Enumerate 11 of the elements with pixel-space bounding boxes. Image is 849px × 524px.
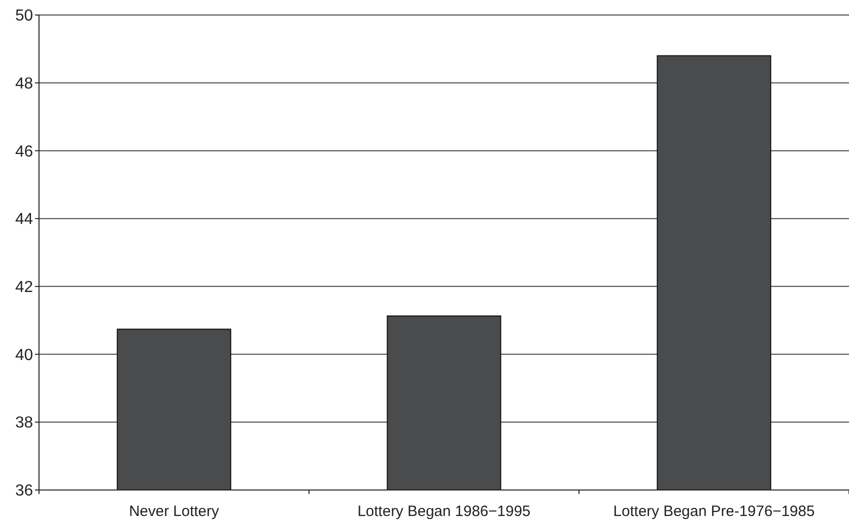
y-tick-label: 38 bbox=[15, 414, 34, 432]
x-tick-label: Never Lottery bbox=[128, 503, 220, 520]
y-tick-label: 36 bbox=[15, 482, 34, 500]
y-tick-label: 40 bbox=[15, 346, 34, 364]
y-tick-label: 48 bbox=[15, 75, 34, 92]
y-tick-label: 46 bbox=[15, 143, 34, 160]
x-tick-label: Lottery Began Pre-1976−1985 bbox=[613, 503, 815, 520]
y-tick-label: 50 bbox=[15, 8, 34, 25]
y-tick-label: 44 bbox=[15, 211, 34, 228]
y-tick-label: 42 bbox=[15, 279, 34, 296]
x-tick-label: Lottery Began 1986−1995 bbox=[357, 503, 531, 520]
